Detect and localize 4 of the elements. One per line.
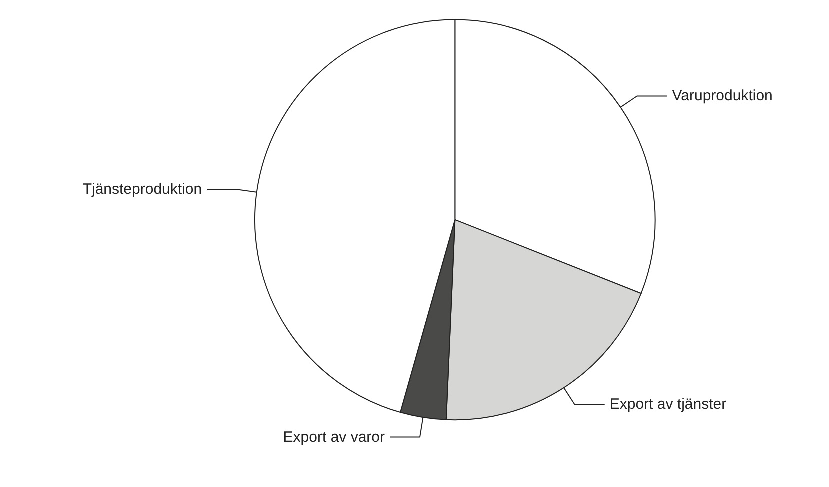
slice-label: Varuproduktion <box>672 88 773 105</box>
slice-label: Tjänsteproduktion <box>82 181 202 198</box>
slice-label: Export av tjänster <box>610 396 727 414</box>
slice-label: Export av varor <box>283 428 386 446</box>
